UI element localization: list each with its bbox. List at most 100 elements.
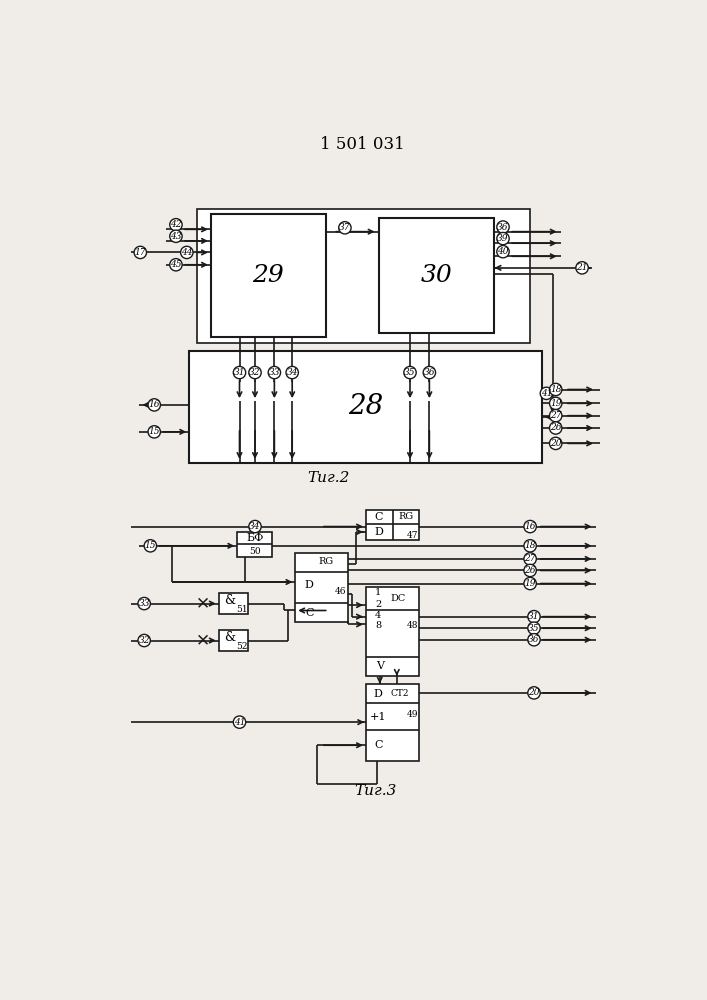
Circle shape (170, 259, 182, 271)
Text: C: C (374, 740, 382, 750)
Text: 43: 43 (170, 232, 182, 241)
Text: 15: 15 (145, 541, 156, 550)
Circle shape (138, 597, 151, 610)
Text: DC: DC (391, 594, 406, 603)
Circle shape (497, 221, 509, 233)
Text: 20: 20 (550, 439, 561, 448)
Circle shape (549, 410, 562, 422)
Text: 39: 39 (497, 234, 509, 243)
Circle shape (524, 564, 537, 577)
Text: 34: 34 (286, 368, 298, 377)
Circle shape (528, 622, 540, 634)
Circle shape (233, 366, 246, 379)
Circle shape (148, 426, 160, 438)
Text: 27: 27 (525, 554, 536, 563)
Text: D: D (374, 689, 382, 699)
Text: 2: 2 (375, 600, 381, 609)
Text: 31: 31 (528, 612, 539, 621)
Text: 36: 36 (528, 635, 539, 644)
Circle shape (233, 716, 246, 728)
Text: 26: 26 (525, 566, 536, 575)
Text: БФ: БФ (246, 533, 263, 543)
Text: 1 501 031: 1 501 031 (320, 136, 404, 153)
Circle shape (170, 230, 182, 242)
Text: 16: 16 (148, 400, 160, 409)
Circle shape (249, 366, 261, 379)
Text: RG: RG (319, 557, 334, 566)
Text: 28: 28 (348, 393, 383, 420)
Text: 32: 32 (250, 368, 261, 377)
Text: Τиг.2: Τиг.2 (308, 471, 350, 485)
Circle shape (575, 262, 588, 274)
Circle shape (249, 520, 261, 533)
Circle shape (144, 540, 156, 552)
Text: 44: 44 (181, 248, 192, 257)
Circle shape (524, 577, 537, 590)
Text: 30: 30 (421, 264, 452, 287)
Text: 52: 52 (236, 642, 247, 651)
Text: 37: 37 (339, 223, 351, 232)
Text: 29: 29 (252, 264, 284, 287)
Text: 49: 49 (407, 710, 418, 719)
Circle shape (180, 246, 193, 259)
Circle shape (549, 437, 562, 450)
Circle shape (148, 399, 160, 411)
Text: RG: RG (399, 512, 414, 521)
Circle shape (528, 610, 540, 623)
Text: 32: 32 (139, 636, 150, 645)
Text: 36: 36 (423, 368, 435, 377)
Text: 18: 18 (550, 385, 561, 394)
Text: 16: 16 (525, 522, 536, 531)
Text: V: V (376, 661, 384, 671)
Circle shape (528, 634, 540, 646)
Text: 47: 47 (407, 531, 418, 540)
Circle shape (134, 246, 146, 259)
Text: 8: 8 (375, 621, 381, 630)
Text: 17: 17 (134, 248, 146, 257)
Text: 42: 42 (170, 220, 182, 229)
Text: 35: 35 (528, 624, 539, 633)
Circle shape (497, 246, 509, 258)
Text: 21: 21 (576, 263, 588, 272)
Bar (189, 351, 542, 463)
Circle shape (497, 232, 509, 245)
Circle shape (404, 366, 416, 379)
Bar (218, 593, 248, 614)
Text: 41: 41 (234, 718, 245, 727)
Text: C: C (375, 512, 383, 522)
Bar (237, 532, 272, 557)
Text: 33: 33 (139, 599, 150, 608)
Text: &: & (224, 594, 235, 607)
Text: 35: 35 (404, 368, 416, 377)
Text: 48: 48 (407, 621, 418, 630)
Circle shape (549, 397, 562, 410)
Text: 34: 34 (250, 522, 261, 531)
Text: 33: 33 (269, 368, 280, 377)
Circle shape (138, 634, 151, 647)
Circle shape (540, 387, 553, 400)
Text: 26: 26 (550, 424, 561, 432)
Text: 36: 36 (497, 223, 509, 232)
Circle shape (524, 520, 537, 533)
Text: C: C (305, 608, 313, 618)
Text: 4: 4 (375, 611, 381, 620)
Bar (366, 587, 419, 676)
Text: +1: +1 (370, 712, 387, 722)
Circle shape (170, 219, 182, 231)
Text: CT2: CT2 (391, 689, 409, 698)
Text: D: D (305, 580, 314, 590)
Text: 18: 18 (525, 541, 536, 550)
Text: 46: 46 (334, 587, 346, 596)
Circle shape (549, 422, 562, 434)
Bar (211, 214, 325, 337)
Text: 19: 19 (525, 579, 536, 588)
Text: 15: 15 (148, 427, 160, 436)
Text: 20: 20 (528, 688, 539, 697)
Bar (366, 510, 419, 540)
Circle shape (286, 366, 298, 379)
Bar (296, 553, 348, 622)
Text: Τиг.3: Τиг.3 (354, 784, 397, 798)
Bar (379, 218, 493, 333)
Text: 1: 1 (375, 588, 381, 597)
Circle shape (339, 222, 351, 234)
